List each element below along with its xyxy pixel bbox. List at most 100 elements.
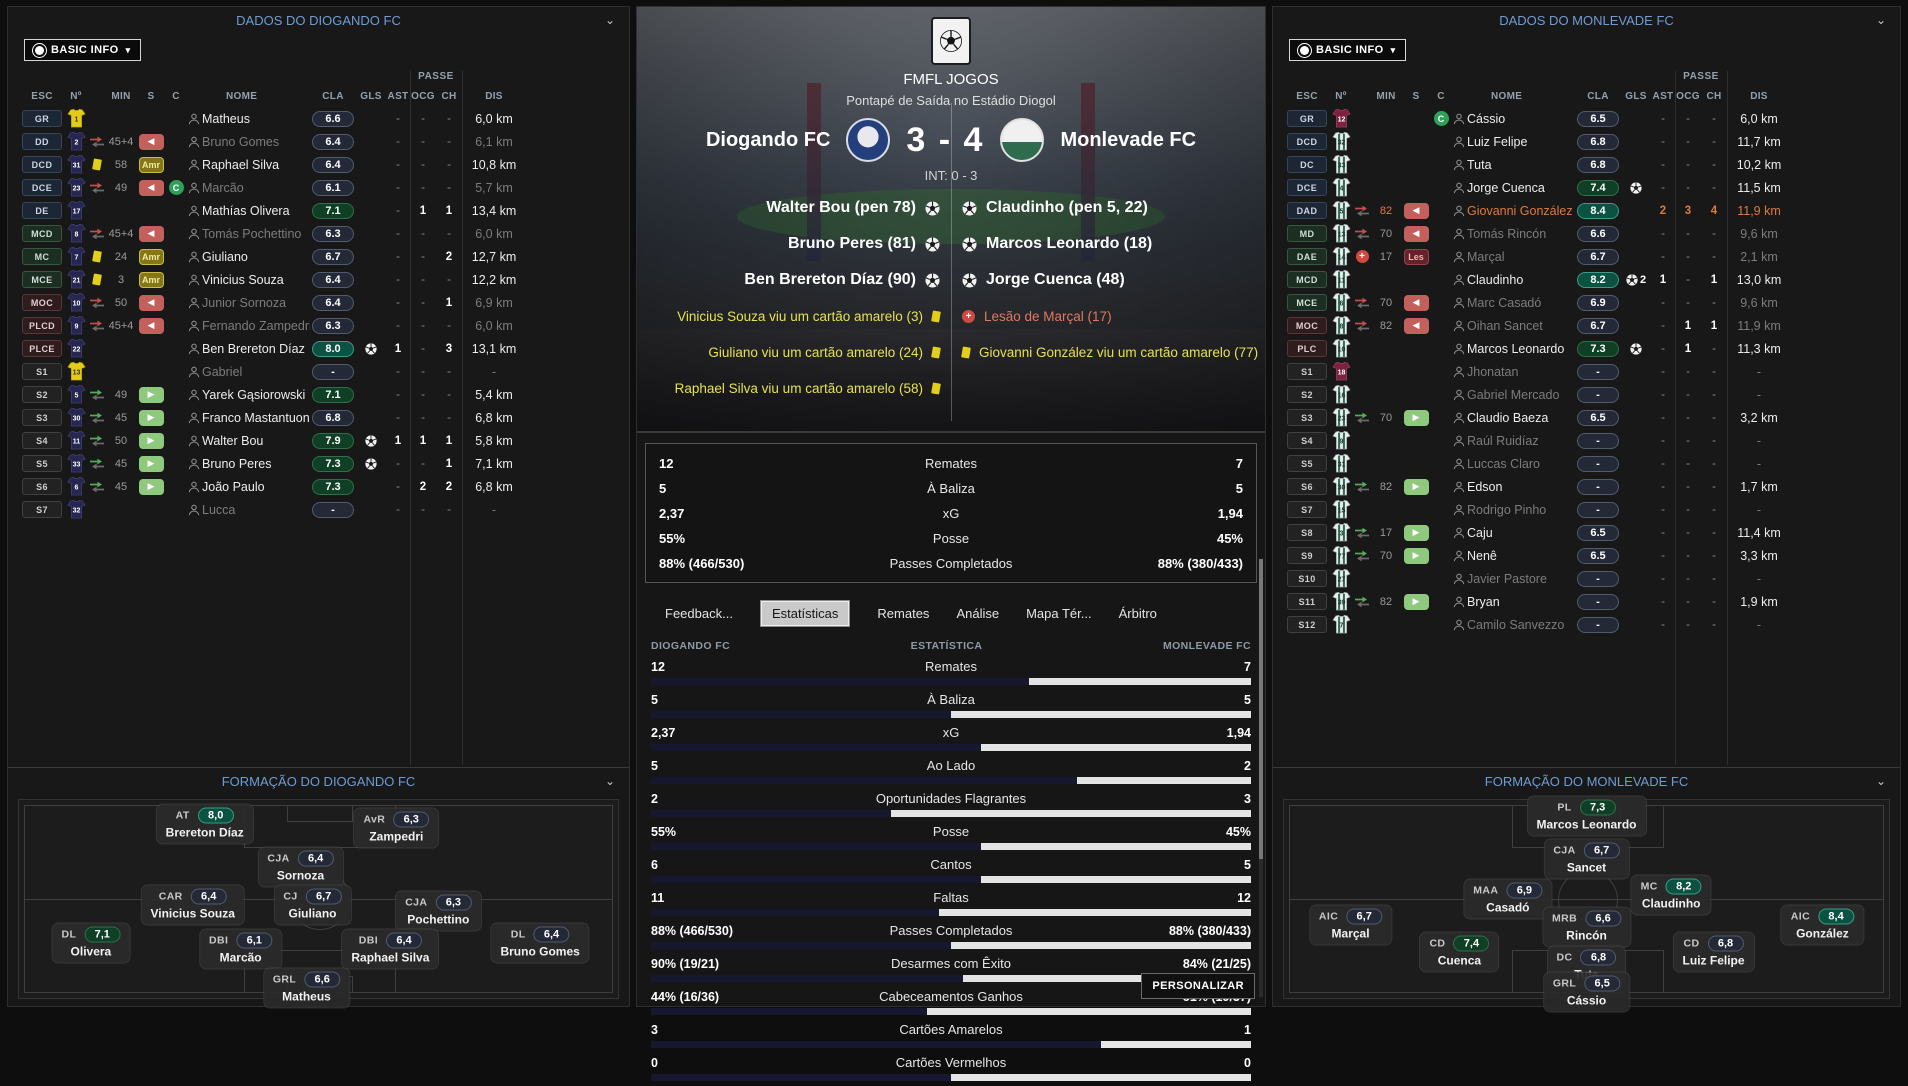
formation-player-card[interactable]: CJA 6,3 Pochettino xyxy=(396,891,481,931)
player-name[interactable]: Marc Casadó xyxy=(1467,295,1542,310)
formation-player-card[interactable]: CD 6,8 Luiz Felipe xyxy=(1673,932,1754,972)
player-name[interactable]: Marcos Leonardo xyxy=(1467,341,1565,356)
player-row[interactable]: S2 5 49 ▶ Yarek Gąsiorowski 7.1 - - - 5,… xyxy=(20,383,526,406)
player-name[interactable]: Raúl Ruidíaz xyxy=(1467,433,1539,448)
player-row[interactable]: DCD 31 58 Amr Raphael Silva 6.4 - - - 10… xyxy=(20,153,526,176)
formation-player-card[interactable]: CAR 6,4 Vinicius Souza xyxy=(141,885,244,925)
formation-player-card[interactable]: CJ 6,7 Giuliano xyxy=(274,885,351,925)
player-name[interactable]: Tuta xyxy=(1467,157,1492,172)
formation-player-card[interactable]: DL 7,1 Olivera xyxy=(52,923,130,963)
player-name[interactable]: Claudinho xyxy=(1467,272,1524,287)
player-row[interactable]: DCD 32 Luiz Felipe 6.8 - - - 11,7 km xyxy=(1285,130,1791,153)
player-row[interactable]: GR 1 Matheus 6.6 - - - 6,0 km xyxy=(20,107,526,130)
player-row[interactable]: MC 7 24 Amr Giuliano 6.7 - - 2 12,7 km xyxy=(20,245,526,268)
home-team-name[interactable]: Diogando FC xyxy=(705,128,831,151)
player-row[interactable]: MCD 8 45+4 ◀ Tomás Pochettino 6.3 - - - … xyxy=(20,222,526,245)
player-name[interactable]: Bruno Gomes xyxy=(202,134,280,149)
player-name[interactable]: Tomás Rincón xyxy=(1467,226,1547,241)
player-name[interactable]: Marcão xyxy=(202,180,244,195)
player-name[interactable]: Claudio Baeza xyxy=(1467,410,1549,425)
scrollbar[interactable] xyxy=(1259,559,1263,997)
player-name[interactable]: Ben Brereton Díaz xyxy=(202,341,305,356)
player-name[interactable]: Nenê xyxy=(1467,548,1497,563)
player-name[interactable]: Edson xyxy=(1467,479,1503,494)
home-team-crest[interactable] xyxy=(846,118,891,162)
view-selector-button[interactable]: BASIC INFO ▾ xyxy=(24,39,142,61)
player-name[interactable]: Oihan Sancet xyxy=(1467,318,1543,333)
player-row[interactable]: S1 13 Gabriel - - - - - xyxy=(20,360,526,383)
player-name[interactable]: Rodrigo Pinho xyxy=(1467,502,1547,517)
player-name[interactable]: Walter Bou xyxy=(202,433,264,448)
formation-player-card[interactable]: AT 8,0 Brereton Díaz xyxy=(156,804,253,844)
player-row[interactable]: DE 17 Mathías Olivera 7.1 - 1 1 13,4 km xyxy=(20,199,526,222)
player-row[interactable]: S4 9 Raúl Ruidíaz - - - - - xyxy=(1285,429,1791,452)
tab-mapa-t-r[interactable]: Mapa Tér... xyxy=(1026,606,1092,621)
player-row[interactable]: S4 11 50 ▶ Walter Bou 7.9 1 1 1 5,8 km xyxy=(20,429,526,452)
away-team-crest[interactable] xyxy=(1000,118,1045,162)
player-row[interactable]: MD 13 70 ◀ Tomás Rincón 6.6 - - - 9,6 km xyxy=(1285,222,1791,245)
player-name[interactable]: Gabriel Mercado xyxy=(1467,387,1560,402)
player-row[interactable]: S6 6 45 ▶ João Paulo 7.3 - 2 2 6,8 km xyxy=(20,475,526,498)
player-row[interactable]: DCE 23 49 ◀ C Marcão 6.1 - - - 5,7 km xyxy=(20,176,526,199)
player-name[interactable]: Junior Sornoza xyxy=(202,295,287,310)
formation-player-card[interactable]: MC 8,2 Claudinho xyxy=(1631,875,1711,915)
collapse-chevron-icon[interactable]: ⌄ xyxy=(1875,13,1886,27)
player-row[interactable]: DC 33 Tuta 6.8 - - - 10,2 km xyxy=(1285,153,1791,176)
player-row[interactable]: S8 3 17 ▶ Caju 6.5 - - - 11,4 km xyxy=(1285,521,1791,544)
formation-player-card[interactable]: AIC 6,7 Marçal xyxy=(1309,905,1392,945)
player-row[interactable]: DCE 4 Jorge Cuenca 7.4 - - - 11,5 km xyxy=(1285,176,1791,199)
player-name[interactable]: João Paulo xyxy=(202,479,265,494)
player-name[interactable]: Raphael Silva xyxy=(202,157,280,172)
personalize-button[interactable]: PERSONALIZAR xyxy=(1141,973,1255,999)
player-name[interactable]: Jorge Cuenca xyxy=(1467,180,1545,195)
formation-player-card[interactable]: MRB 6,6 Rincón xyxy=(1542,907,1631,947)
player-row[interactable]: S1 18 Jhonatan - - - - - xyxy=(1285,360,1791,383)
player-name[interactable]: Yarek Gąsiorowski xyxy=(202,387,306,402)
player-row[interactable]: MCD 11 Claudinho 8.2 2 1 - 1 13,0 km xyxy=(1285,268,1791,291)
collapse-chevron-icon[interactable]: ⌄ xyxy=(1875,774,1886,788)
player-row[interactable]: S7 15 Rodrigo Pinho - - - - - xyxy=(1285,498,1791,521)
player-name[interactable]: Bryan xyxy=(1467,594,1500,609)
player-name[interactable]: Giuliano xyxy=(202,249,248,264)
formation-player-card[interactable]: CD 7,4 Cuenca xyxy=(1420,932,1499,972)
player-name[interactable]: Luiz Felipe xyxy=(1467,134,1528,149)
player-row[interactable]: MOC 8 82 ◀ Oihan Sancet 6.7 - 1 1 11,9 k… xyxy=(1285,314,1791,337)
player-name[interactable]: Fernando Zampedri xyxy=(202,318,310,333)
player-name[interactable]: Javier Pastore xyxy=(1467,571,1547,586)
tab-feedback[interactable]: Feedback... xyxy=(665,606,733,621)
away-team-name[interactable]: Monlevade FC xyxy=(1060,128,1197,151)
formation-player-card[interactable]: DL 6,4 Bruno Gomes xyxy=(491,923,589,963)
formation-player-card[interactable]: CJA 6,7 Sancet xyxy=(1544,839,1629,879)
player-row[interactable]: S3 23 70 ▶ Claudio Baeza 6.5 - - - 3,2 k… xyxy=(1285,406,1791,429)
player-name[interactable]: Marçal xyxy=(1467,249,1505,264)
player-name[interactable]: Franco Mastantuono xyxy=(202,410,310,425)
formation-player-card[interactable]: GRL 6,5 Cássio xyxy=(1543,972,1630,1012)
player-name[interactable]: Luccas Claro xyxy=(1467,456,1540,471)
scrollbar-thumb[interactable] xyxy=(1259,559,1263,859)
player-row[interactable]: MCE 21 3 Amr Vinicius Souza 6.4 - - - 12… xyxy=(20,268,526,291)
player-row[interactable]: S3 30 45 ▶ Franco Mastantuono 6.8 - - - … xyxy=(20,406,526,429)
player-name[interactable]: Tomás Pochettino xyxy=(202,226,302,241)
player-row[interactable]: S6 30 82 ▶ Edson - - - - 1,7 km xyxy=(1285,475,1791,498)
player-name[interactable]: Jhonatan xyxy=(1467,364,1519,379)
player-row[interactable]: DAE 14 + 17 Les Marçal 6.7 - - - 2,1 km xyxy=(1285,245,1791,268)
player-row[interactable]: MOC 10 50 ◀ Junior Sornoza 6.4 - - 1 6,9… xyxy=(20,291,526,314)
player-row[interactable]: PLCD 9 45+4 ◀ Fernando Zampedri 6.3 - - … xyxy=(20,314,526,337)
tab-estat-sticas[interactable]: Estatísticas xyxy=(759,600,851,627)
player-name[interactable]: Camilo Sanvezzo xyxy=(1467,617,1565,632)
player-row[interactable]: S10 27 Javier Pastore - - - - - xyxy=(1285,567,1791,590)
formation-player-card[interactable]: DBI 6,1 Marcão xyxy=(199,929,282,968)
tab-remates[interactable]: Remates xyxy=(877,606,930,621)
player-row[interactable]: S9 77 70 ▶ Nenê 6.5 - - - 3,3 km xyxy=(1285,544,1791,567)
player-row[interactable]: S2 16 Gabriel Mercado - - - - - xyxy=(1285,383,1791,406)
player-name[interactable]: Vinicius Souza xyxy=(202,272,284,287)
player-name[interactable]: Gabriel xyxy=(202,364,243,379)
player-row[interactable]: DAD 5 82 ◀ Giovanni González 8.4 2 3 4 1… xyxy=(1285,199,1791,222)
collapse-chevron-icon[interactable]: ⌄ xyxy=(604,774,615,788)
formation-player-card[interactable]: PL 7,3 Marcos Leonardo xyxy=(1527,796,1646,836)
player-row[interactable]: PLCE 22 Ben Brereton Díaz 8.0 1 - 3 13,1… xyxy=(20,337,526,360)
player-row[interactable]: S5 33 45 ▶ Bruno Peres 7.3 - - 1 7,1 km xyxy=(20,452,526,475)
formation-player-card[interactable]: MAA 6,9 Casadó xyxy=(1464,879,1552,919)
player-row[interactable]: S5 31 Luccas Claro - - - - - xyxy=(1285,452,1791,475)
player-row[interactable]: S12 7 Camilo Sanvezzo - - - - - xyxy=(1285,613,1791,636)
